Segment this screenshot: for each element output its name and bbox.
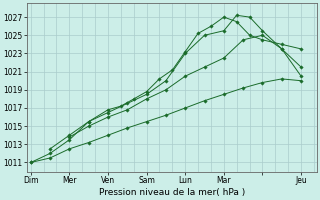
X-axis label: Pression niveau de la mer( hPa ): Pression niveau de la mer( hPa ) <box>99 188 245 197</box>
